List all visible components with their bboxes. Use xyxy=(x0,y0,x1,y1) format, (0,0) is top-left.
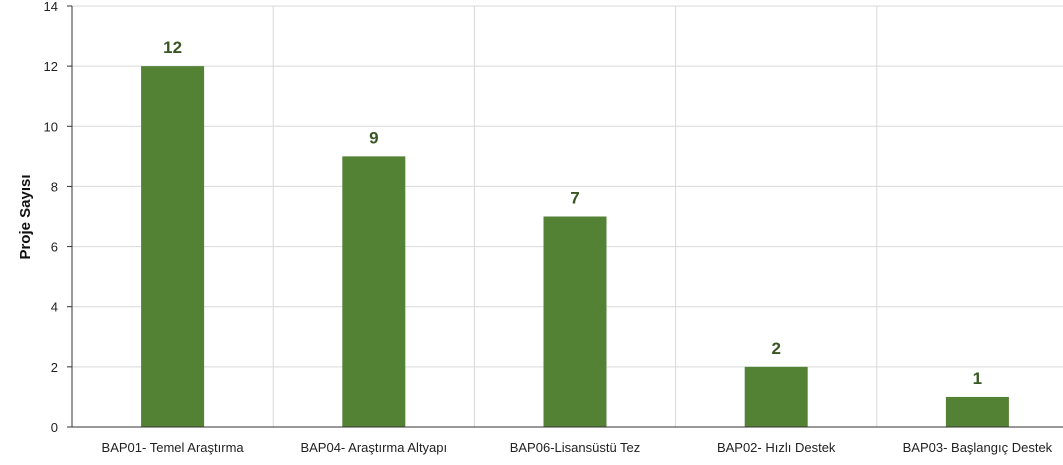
x-category-label: BAP01- Temel Araştırma xyxy=(102,440,245,455)
bar xyxy=(744,366,808,427)
y-axis-title: Proje Sayısı xyxy=(17,174,34,259)
y-tick-label: 14 xyxy=(44,0,58,14)
data-label: 1 xyxy=(973,369,982,388)
data-label: 12 xyxy=(163,38,182,57)
bar xyxy=(543,216,607,427)
x-category-label: BAP02- Hızlı Destek xyxy=(717,440,836,455)
bar xyxy=(141,66,205,428)
axes xyxy=(67,5,1063,428)
y-tick-label: 4 xyxy=(51,300,58,315)
x-category-label: BAP06-Lisansüstü Tez xyxy=(510,440,641,455)
bars xyxy=(141,66,1009,428)
bar xyxy=(945,396,1009,427)
bar xyxy=(342,156,406,427)
y-tick-label: 0 xyxy=(51,420,58,435)
data-label: 2 xyxy=(771,339,780,358)
y-tick-label: 10 xyxy=(44,119,58,134)
y-tick-label: 12 xyxy=(44,59,58,74)
gridlines xyxy=(71,5,1063,427)
data-label: 9 xyxy=(369,128,378,147)
y-tick-label: 2 xyxy=(51,360,58,375)
x-category-label: BAP04- Araştırma Altyapı xyxy=(300,440,447,455)
x-category-label: BAP03- Başlangıç Destek xyxy=(903,440,1053,455)
data-label: 7 xyxy=(570,189,579,208)
y-tick-label: 6 xyxy=(51,240,58,255)
y-tick-label: 8 xyxy=(51,179,58,194)
